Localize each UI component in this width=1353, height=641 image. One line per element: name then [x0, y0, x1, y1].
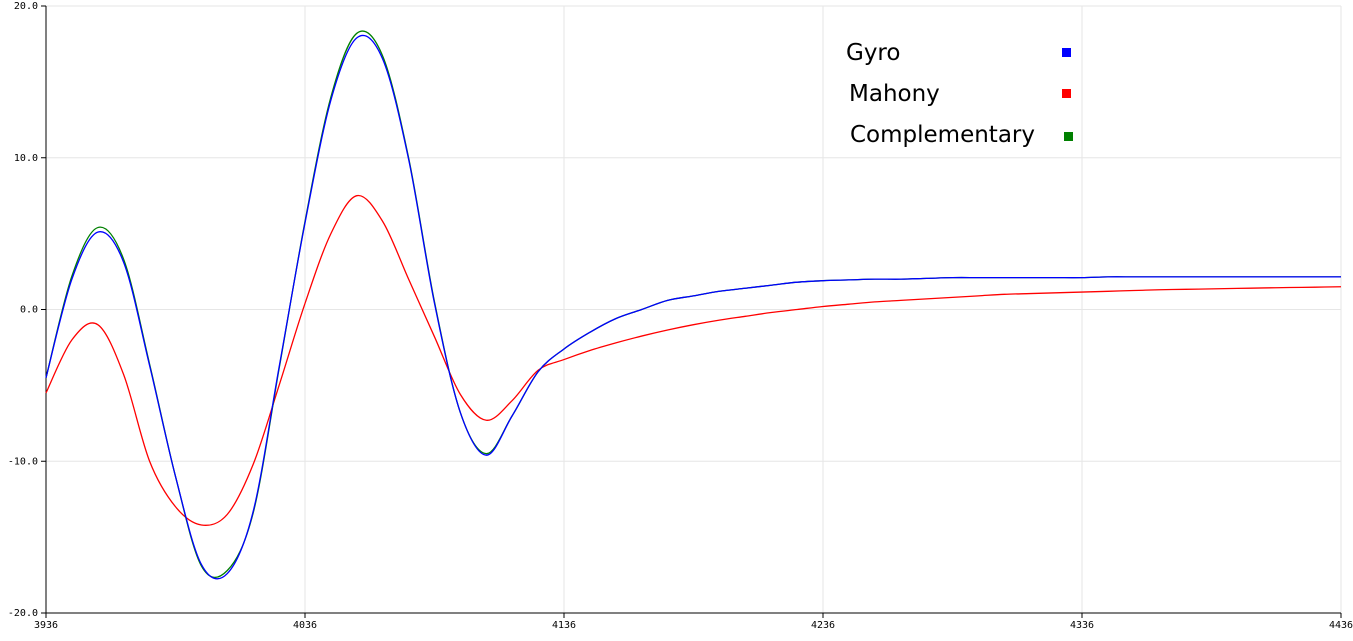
- legend: Gyro Mahony Complementary: [840, 34, 1100, 157]
- x-tick-label: 4136: [552, 620, 576, 631]
- legend-label-gyro: Gyro: [846, 40, 901, 66]
- legend-item-complementary: Complementary: [840, 116, 1100, 157]
- y-tick-label: 20.0: [14, 1, 38, 12]
- legend-swatch-mahony: [1062, 89, 1071, 98]
- legend-item-mahony: Mahony: [840, 75, 1100, 116]
- series-line-gyro: [45, 34, 1341, 580]
- x-tick-label: 3936: [34, 620, 58, 631]
- series-lines: [45, 30, 1342, 580]
- y-tick-label: -20.0: [8, 608, 38, 619]
- x-tick-label: 4036: [293, 620, 317, 631]
- tick-labels: 3936 4036 4136 4236 4336 4436 20.0 10.0 0.0 -10.0…: [8, 1, 1353, 631]
- y-tick-label: 0.0: [20, 305, 38, 316]
- series-line-mahony: [45, 194, 1342, 526]
- grid: [45, 5, 1342, 614]
- axes: [41, 5, 1342, 618]
- x-tick-label: 4336: [1070, 620, 1094, 631]
- legend-label-mahony: Mahony: [849, 81, 940, 107]
- series-line-complementary: [45, 30, 1341, 579]
- legend-swatch-gyro: [1062, 48, 1071, 57]
- y-tick-label: 10.0: [14, 153, 38, 164]
- legend-item-gyro: Gyro: [840, 34, 1100, 75]
- x-tick-label: 4236: [811, 620, 835, 631]
- x-tick-label: 4436: [1329, 620, 1353, 631]
- legend-label-complementary: Complementary: [850, 122, 1035, 148]
- y-tick-label: -10.0: [8, 456, 38, 467]
- legend-swatch-complementary: [1064, 132, 1073, 141]
